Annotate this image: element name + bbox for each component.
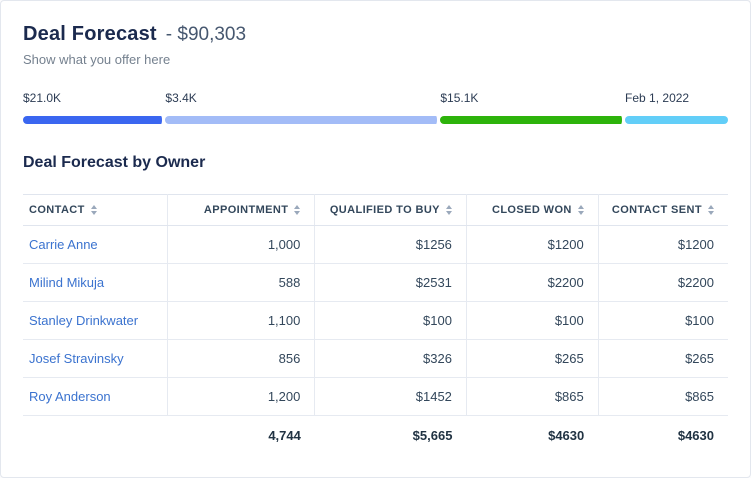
value-cell: $865	[466, 377, 599, 416]
value-cell: $1452	[314, 377, 467, 416]
progress-segment	[23, 116, 166, 124]
contact-cell: Milind Mikuja	[23, 263, 169, 302]
total-cell: $4630	[548, 428, 585, 443]
progress-labels: $21.0K $3.4K $15.1K Feb 1, 2022	[23, 91, 728, 105]
progress-label: $3.4K	[165, 91, 197, 105]
contact-link[interactable]: Roy Anderson	[29, 389, 111, 404]
contact-cell: Stanley Drinkwater	[23, 301, 169, 340]
value-cell: $100	[314, 301, 467, 340]
contact-link[interactable]: Josef Stravinsky	[29, 351, 124, 366]
table-header-row: CONTACT APPOINTMENT QUALIFIED TO BUY CLOSED…	[23, 194, 728, 226]
progress-segment	[440, 116, 626, 124]
value-cell: $2200	[598, 263, 728, 302]
column-header[interactable]: QUALIFIED TO BUY	[314, 194, 467, 226]
value-cell: $1200	[466, 225, 599, 264]
value-cell: 856	[167, 339, 316, 378]
contact-cell: Josef Stravinsky	[23, 339, 169, 378]
column-header-label: CONTACT	[29, 204, 85, 216]
table-row: Carrie Anne 1,000 $1256 $1200 $1200	[23, 225, 728, 264]
column-header-label: CONTACT SENT	[611, 204, 702, 216]
sort-icon[interactable]	[577, 205, 584, 216]
value-cell: 1,000	[167, 225, 316, 264]
value-cell: $2200	[466, 263, 599, 302]
column-header[interactable]: APPOINTMENT	[167, 194, 316, 226]
column-header[interactable]: CONTACT	[23, 194, 169, 226]
value-cell: $1256	[314, 225, 467, 264]
total-cell: $4630	[677, 428, 714, 443]
progress-bar	[23, 116, 728, 124]
value-cell: $100	[598, 301, 728, 340]
sort-icon[interactable]	[294, 205, 301, 216]
deal-forecast-table: CONTACT APPOINTMENT QUALIFIED TO BUY CLOSED…	[23, 194, 728, 455]
value-cell: $865	[598, 377, 728, 416]
table-row: Roy Anderson 1,200 $1452 $865 $865	[23, 377, 728, 416]
column-header-label: APPOINTMENT	[203, 204, 289, 216]
table-row: Milind Mikuja 588 $2531 $2200 $2200	[23, 263, 728, 302]
value-cell: $265	[466, 339, 599, 378]
progress-segment	[165, 116, 441, 124]
value-cell: 1,200	[167, 377, 316, 416]
value-cell: $2531	[314, 263, 467, 302]
progress-label: $15.1K	[440, 91, 479, 105]
forecast-amount: - $90,303	[165, 24, 247, 45]
contact-cell: Roy Anderson	[23, 377, 169, 416]
column-header-label: QUALIFIED TO BUY	[329, 204, 440, 216]
sort-icon[interactable]	[708, 205, 714, 216]
page-title: Deal Forecast	[23, 23, 157, 45]
column-header[interactable]: CONTACT SENT	[598, 194, 728, 226]
total-cell	[23, 416, 168, 456]
contact-link[interactable]: Milind Mikuja	[29, 275, 105, 290]
progress-segment	[625, 116, 728, 124]
contact-link[interactable]: Carrie Anne	[29, 237, 98, 252]
table-footer-row: 4,744 $5,665 $4630 $4630	[23, 416, 728, 456]
contact-cell: Carrie Anne	[23, 225, 169, 264]
contact-link[interactable]: Stanley Drinkwater	[29, 313, 139, 328]
column-header-label: CLOSED WON	[491, 204, 572, 216]
progress-label: $21.0K	[23, 91, 62, 105]
value-cell: 1,100	[167, 301, 316, 340]
table-row: Josef Stravinsky 856 $326 $265 $265	[23, 339, 728, 378]
table-title: Deal Forecast by Owner	[23, 154, 206, 171]
column-header[interactable]: CLOSED WON	[466, 194, 599, 226]
page-subtitle: Show what you offer here	[23, 52, 171, 67]
value-cell: $326	[314, 339, 467, 378]
sort-icon[interactable]	[445, 205, 452, 216]
table-body: Carrie Anne 1,000 $1256 $1200 $1200 Milind Mi…	[23, 225, 728, 416]
sort-icon[interactable]	[90, 205, 97, 216]
total-cell: $5,665	[412, 428, 453, 443]
header-row: Deal Forecast - $90,303	[23, 23, 728, 46]
value-cell: $265	[598, 339, 728, 378]
value-cell: 588	[167, 263, 316, 302]
progress-label: Feb 1, 2022	[625, 91, 690, 105]
value-cell: $1200	[598, 225, 728, 264]
total-cell: 4,744	[268, 428, 301, 443]
table-row: Stanley Drinkwater 1,100 $100 $100 $100	[23, 301, 728, 340]
value-cell: $100	[466, 301, 599, 340]
